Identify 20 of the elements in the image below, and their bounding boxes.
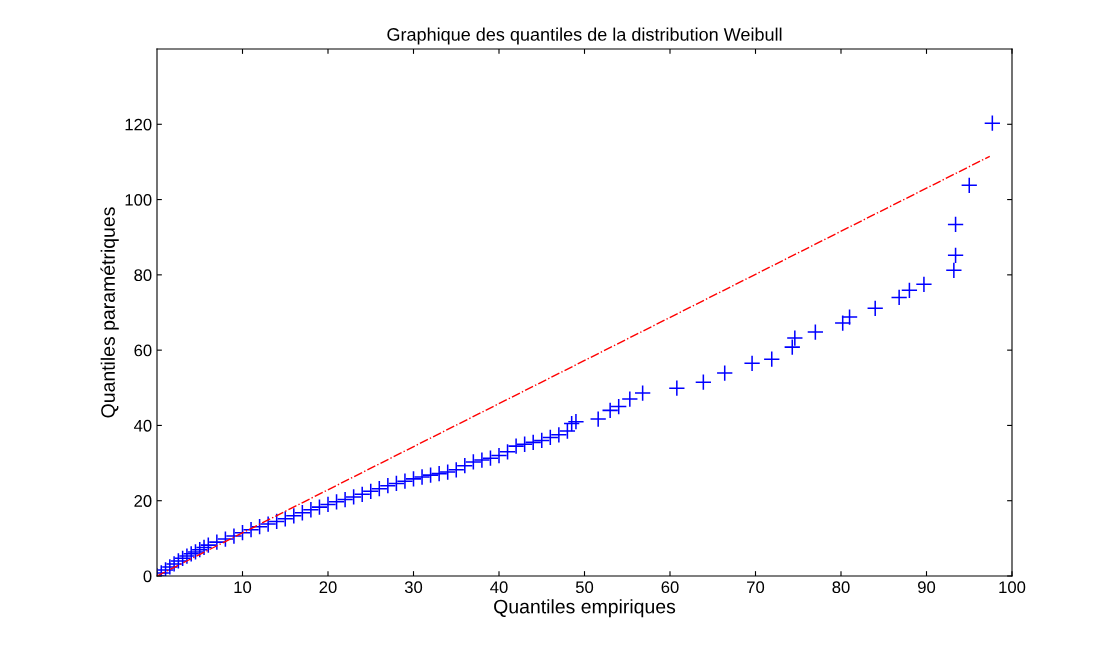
x-tick-label: 90	[918, 581, 936, 594]
chart-title: Graphique des quantiles de la distribution Weibull	[387, 27, 782, 45]
x-tick-label: 10	[234, 581, 252, 594]
x-tick-label: 60	[661, 581, 679, 594]
x-axis-title: Quantiles empiriques	[494, 599, 676, 618]
y-tick-label: 40	[133, 419, 152, 432]
y-tick-label: 80	[134, 269, 152, 282]
x-tick-label: 70	[747, 581, 765, 594]
x-tick-label: 30	[404, 581, 423, 594]
x-tick-label: 50	[575, 581, 594, 594]
x-tick-label: 40	[490, 581, 508, 594]
x-tick-label: 80	[832, 581, 850, 594]
y-tick-label: 0	[143, 570, 152, 583]
y-tick-label: 120	[125, 118, 152, 131]
y-tick-label: 100	[125, 193, 152, 206]
y-tick-label: 20	[134, 495, 152, 507]
y-axis-title: Quantiles paramétriques	[100, 207, 119, 418]
x-tick-label: 100	[999, 581, 1026, 594]
y-tick-label: 60	[134, 344, 152, 357]
x-tick-label: 20	[319, 581, 337, 594]
